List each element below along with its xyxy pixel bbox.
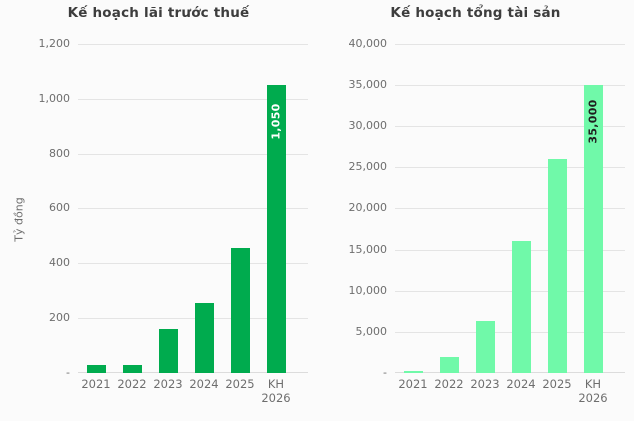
y-tick-label: 1,200 [38,37,71,50]
bar-2022 [123,365,142,373]
y-tick-label: 15,000 [348,243,388,256]
gridline [395,250,625,251]
x-category-label: 2024 [506,377,536,391]
chart-panel-total-assets: Kế hoạch tổng tài sản 35,000 - 5,000 10,00… [317,0,634,421]
bar-2021 [404,371,423,373]
gridline [78,208,308,209]
y-tick-label: 1,000 [38,92,71,105]
x-category-label: KH 2026 [261,377,291,405]
x-category-label: 2023 [153,377,183,391]
gridline [78,263,308,264]
gridline [395,44,625,45]
gridline [395,372,625,373]
bar-2023 [476,321,495,373]
gridline [395,85,625,86]
gridline [78,318,308,319]
y-tick-label: 35,000 [348,78,388,91]
y-tick-label: 600 [49,201,70,214]
gridline [78,99,308,100]
x-category-label: 2024 [189,377,219,391]
x-category-label: KH 2026 [578,377,608,405]
x-category-label: 2022 [434,377,464,391]
bar-kh-2026 [584,85,603,373]
x-category-label: 2023 [470,377,500,391]
y-tick-label: 20,000 [348,201,388,214]
y-tick-label: 5,000 [355,325,388,338]
bar-2023 [159,329,178,373]
bar-value-label: 35,000 [586,99,600,144]
bar-2024 [195,303,214,373]
y-tick-label: - [383,366,387,379]
chart-panel-profit-before-tax: Kế hoạch lãi trước thuế Tỷ đồng 1,050 -2… [13,5,308,405]
bar-2021 [87,365,106,373]
gridline [395,167,625,168]
x-category-label: 2022 [117,377,147,391]
bar-2025 [231,248,250,373]
gridline [395,332,625,333]
bar-kh-2026 [267,85,286,373]
gridline [395,291,625,292]
y-tick-label: 40,000 [348,37,388,50]
y-tick-label: 25,000 [348,160,388,173]
chart-title: Kế hoạch lãi trước thuế [67,5,250,21]
gridline [395,208,625,209]
y-tick-label: 10,000 [348,284,388,297]
plot-area: 35,000 [395,44,625,373]
y-tick-label: 800 [49,147,70,160]
gridline [78,154,308,155]
plot-area: 1,050 [78,44,308,373]
gridline [78,372,308,373]
bar-value-label: 1,050 [269,103,283,140]
x-category-label: 2021 [398,377,428,391]
gridline [395,126,625,127]
y-tick-label: 400 [49,256,70,269]
x-category-label: 2025 [225,377,255,391]
bar-2022 [440,357,459,373]
y-tick-label: 30,000 [348,119,388,132]
y-tick-label: - [66,366,70,379]
chart-title: Kế hoạch tổng tài sản [390,5,561,21]
gridline [78,44,308,45]
y-tick-label: 200 [49,311,70,324]
x-category-label: 2021 [81,377,111,391]
x-category-label: 2025 [542,377,572,391]
bar-2025 [548,159,567,373]
bar-2024 [512,241,531,373]
